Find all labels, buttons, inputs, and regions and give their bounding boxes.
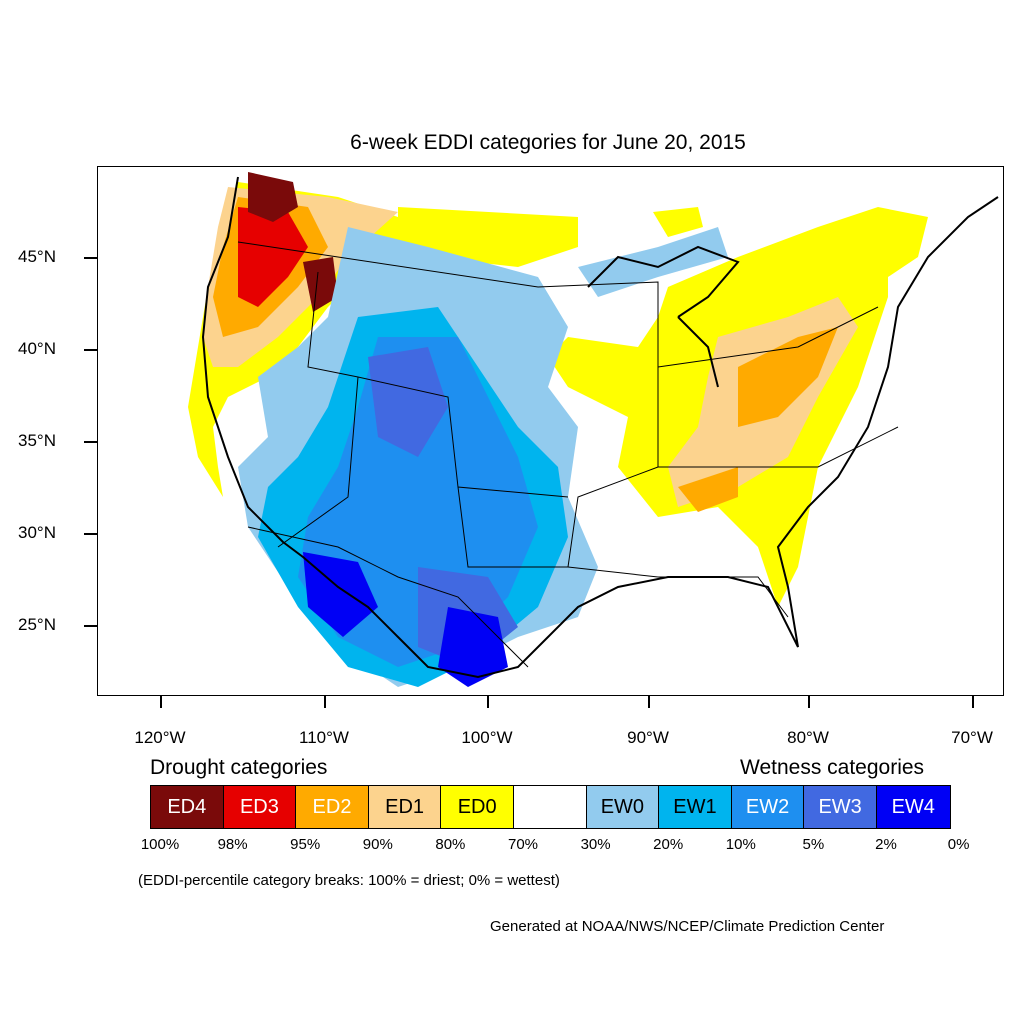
credit-text: Generated at NOAA/NWS/NCEP/Climate Predi… <box>490 918 885 935</box>
lon-label-120: 120°W <box>134 728 186 747</box>
lat-label-25: 25°N <box>18 615 56 634</box>
lon-label-110: 110°W <box>299 728 349 747</box>
drought-heading: Drought categories <box>150 756 328 779</box>
ed2-region-east <box>738 327 838 427</box>
ed4-region-idaho <box>303 257 338 312</box>
eddi-map <box>97 166 1004 696</box>
coastline <box>201 176 999 679</box>
legend-cell-ew1: EW1 <box>659 786 732 828</box>
lat-tick-35 <box>84 441 97 443</box>
lon-label-80: 80°W <box>787 728 829 747</box>
legend-cell-ew2: EW2 <box>731 786 805 828</box>
lon-tick-70 <box>972 696 974 708</box>
percent-break-label: 30% <box>580 836 611 853</box>
ed0-region-canada-east <box>818 207 928 277</box>
percent-break-label: 98% <box>217 836 248 853</box>
lat-label-30: 30°N <box>18 523 56 542</box>
map-title: 6-week EDDI categories for June 20, 2015 <box>350 131 746 154</box>
legend-cell-ed0: ED0 <box>441 786 514 828</box>
ew4-region-texas <box>438 607 508 687</box>
percent-break-label: 2% <box>875 836 897 853</box>
category-note: (EDDI-percentile category breaks: 100% =… <box>138 872 560 889</box>
lat-tick-30 <box>84 533 97 535</box>
legend-cell-ew4: EW4 <box>876 786 950 828</box>
lon-tick-120 <box>160 696 162 708</box>
percent-break-label: 100% <box>140 836 180 853</box>
lon-label-90: 90°W <box>627 728 669 747</box>
lon-label-70: 70°W <box>951 728 993 747</box>
wetness-heading: Wetness categories <box>740 756 925 779</box>
legend-cell-ed1: ED1 <box>368 786 442 828</box>
lat-tick-25 <box>84 625 97 627</box>
lat-label-40: 40°N <box>18 339 56 358</box>
percent-break-label: 95% <box>290 836 321 853</box>
percent-break-label: 10% <box>725 836 756 853</box>
percent-break-label: 80% <box>435 836 466 853</box>
lat-label-35: 35°N <box>18 431 56 450</box>
lat-tick-45 <box>84 257 97 259</box>
eddi-map-canvas <box>188 172 999 687</box>
lon-tick-80 <box>808 696 810 708</box>
ed0-region-canada <box>653 207 703 237</box>
ew0-region-greatlakes <box>578 227 728 297</box>
lon-label-100: 100°W <box>461 728 513 747</box>
ed4-region-washington <box>248 172 298 222</box>
boundary-lines <box>237 241 899 668</box>
legend-cell-ew0: EW0 <box>586 786 660 828</box>
ed3-region-northwest <box>238 207 308 307</box>
legend-cell-neutral <box>513 786 587 828</box>
percent-break-label: 70% <box>507 836 539 853</box>
legend-cell-ed3: ED3 <box>223 786 297 828</box>
percent-break-label: 20% <box>653 836 684 853</box>
lon-tick-90 <box>648 696 650 708</box>
percent-break-label: 0% <box>947 836 970 853</box>
lat-label-45: 45°N <box>18 247 56 266</box>
lat-tick-40 <box>84 349 97 351</box>
percent-break-label: 90% <box>362 836 393 853</box>
lon-tick-110 <box>324 696 326 708</box>
ed2-region-tennessee <box>678 467 738 512</box>
legend-color-bar: ED4 ED3 ED2 ED1 ED0 EW0 EW1 EW2 EW3 EW4 <box>150 785 951 829</box>
legend-cell-ed2: ED2 <box>296 786 369 828</box>
legend-cell-ed4: ED4 <box>151 786 224 828</box>
lon-tick-100 <box>487 696 489 708</box>
ew3-region-colorado <box>368 347 448 457</box>
legend-cell-ew3: EW3 <box>804 786 877 828</box>
percent-break-label: 5% <box>802 836 825 853</box>
